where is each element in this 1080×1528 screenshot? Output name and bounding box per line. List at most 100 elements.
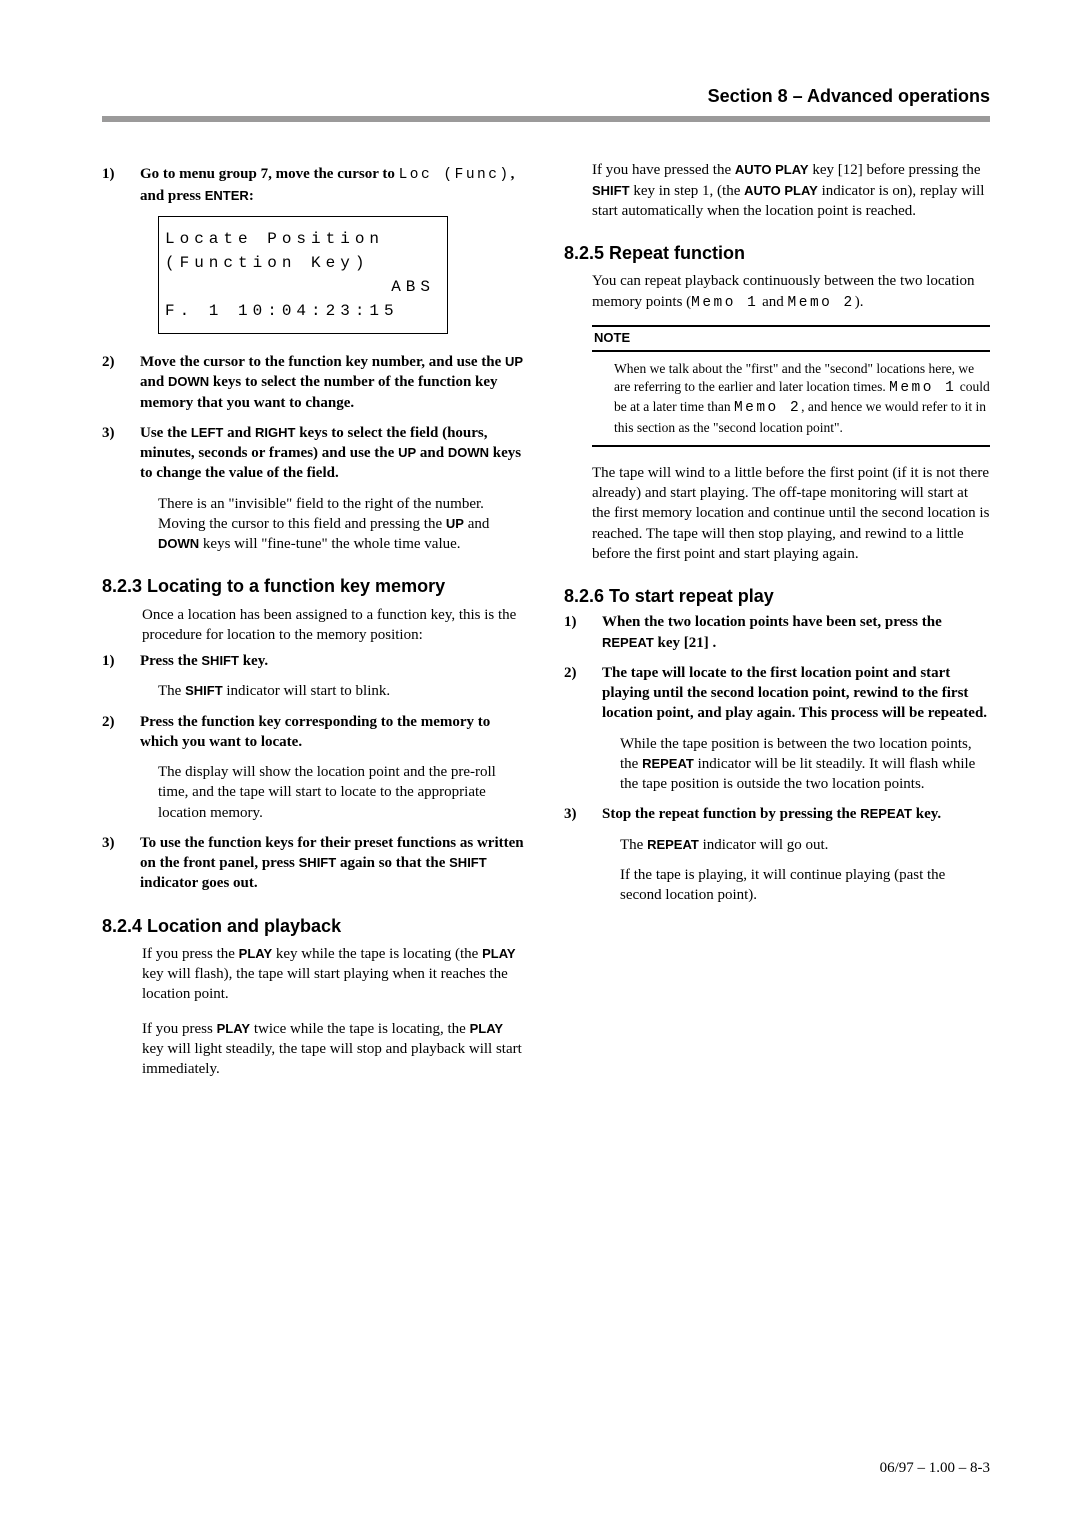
note-block: NOTE When we talk about the "first" and … <box>592 325 990 447</box>
left-column: 1) Go to menu group 7, move the cursor t… <box>102 160 528 1085</box>
code: Memo 2 <box>734 400 801 416</box>
item-number: 2) <box>102 352 126 413</box>
list-item: 3) Stop the repeat function by pressing … <box>564 804 990 824</box>
item-text: Use the LEFT and RIGHT keys to select th… <box>140 423 528 484</box>
code: Memo 2 <box>788 295 855 311</box>
sub-note: The REPEAT indicator will go out. <box>620 835 990 855</box>
heading-823: 8.2.3 Locating to a function key memory <box>102 574 528 598</box>
key-label: ENTER <box>205 188 249 203</box>
key-label: PLAY <box>239 946 272 961</box>
lcd-line: ABS <box>165 275 435 299</box>
text: indicator will go out. <box>699 837 829 853</box>
text: key. <box>239 653 268 669</box>
sub-note: There is an "invisible" field to the rig… <box>158 494 528 555</box>
item-text: Press the function key corresponding to … <box>140 712 528 753</box>
item-text: To use the function keys for their prese… <box>140 833 528 894</box>
item-number: 1) <box>102 164 126 206</box>
note-body: When we talk about the "first" and the "… <box>592 352 990 446</box>
text: When the two location points have been s… <box>602 614 942 630</box>
code: Memo 1 <box>691 295 758 311</box>
key-label: REPEAT <box>642 756 694 771</box>
lcd-display: Locate Position (Function Key) ABS F. 1 … <box>158 216 448 334</box>
key-label: DOWN <box>168 374 209 389</box>
sub-note: While the tape position is between the t… <box>620 734 990 795</box>
text: and <box>416 445 448 461</box>
text: twice while the tape is locating, the <box>250 1021 470 1037</box>
text: Move the cursor to the function key numb… <box>140 354 505 370</box>
columns: 1) Go to menu group 7, move the cursor t… <box>102 160 990 1085</box>
list-item: 2) Press the function key corresponding … <box>102 712 528 753</box>
item-text: Go to menu group 7, move the cursor to L… <box>140 164 528 206</box>
key-label: REPEAT <box>647 837 699 852</box>
item-text: The tape will locate to the first locati… <box>602 663 990 724</box>
text: key [12] before pressing the <box>809 162 981 178</box>
text: key while the tape is locating (the <box>272 946 482 962</box>
key-label: UP <box>398 445 416 460</box>
text: keys will "fine-tune" the whole time val… <box>199 536 460 552</box>
lcd-line: Locate Position <box>165 227 435 251</box>
text: and <box>464 516 489 532</box>
text: and <box>758 294 787 310</box>
list-item: 1) Press the SHIFT key. <box>102 651 528 671</box>
key-label: DOWN <box>448 445 489 460</box>
text: indicator goes out. <box>140 875 258 891</box>
key-label: UP <box>446 516 464 531</box>
list-item: 1) Go to menu group 7, move the cursor t… <box>102 164 528 206</box>
text: key in step 1, (the <box>630 183 745 199</box>
key-label: PLAY <box>217 1021 250 1036</box>
text: The <box>620 837 647 853</box>
text: Press the <box>140 653 201 669</box>
sub-note: The SHIFT indicator will start to blink. <box>158 681 528 701</box>
item-number: 2) <box>564 663 588 724</box>
list-item: 2) Move the cursor to the function key n… <box>102 352 528 413</box>
rule <box>592 445 990 447</box>
text: key. <box>912 806 941 822</box>
header-rule <box>102 116 990 122</box>
list-item: 3) To use the function keys for their pr… <box>102 833 528 894</box>
paragraph: You can repeat playback continuously bet… <box>592 271 990 313</box>
item-number: 1) <box>102 651 126 671</box>
text: again so that the <box>336 855 449 871</box>
key-label: REPEAT <box>860 806 912 821</box>
code: Memo 1 <box>889 380 956 396</box>
text: There is an "invisible" field to the rig… <box>158 496 484 532</box>
sub-note: The display will show the location point… <box>158 762 528 823</box>
text: key [21] . <box>654 635 717 651</box>
key-label: AUTO PLAY <box>735 162 809 177</box>
text: : <box>249 188 254 204</box>
list-item: 3) Use the LEFT and RIGHT keys to select… <box>102 423 528 484</box>
key-label: PLAY <box>470 1021 503 1036</box>
page: Section 8 – Advanced operations 1) Go to… <box>0 0 1080 1528</box>
code: Loc (Func) <box>399 167 511 183</box>
text: If you press <box>142 1021 217 1037</box>
key-label: SHIFT <box>592 183 630 198</box>
key-label: UP <box>505 354 523 369</box>
key-label: AUTO PLAY <box>744 183 818 198</box>
item-text: Press the SHIFT key. <box>140 651 528 671</box>
item-number: 2) <box>102 712 126 753</box>
text: and <box>223 425 255 441</box>
note-label: NOTE <box>592 327 990 350</box>
text: If you press the <box>142 946 239 962</box>
text: Use the <box>140 425 191 441</box>
paragraph: The tape will wind to a little before th… <box>592 463 990 564</box>
page-footer: 06/97 – 1.00 – 8-3 <box>880 1458 990 1478</box>
item-number: 3) <box>102 833 126 894</box>
key-label: RIGHT <box>255 425 295 440</box>
heading-826: 8.2.6 To start repeat play <box>564 584 990 608</box>
item-text: Move the cursor to the function key numb… <box>140 352 528 413</box>
key-label: PLAY <box>482 946 515 961</box>
lcd-line: (Function Key) <box>165 251 435 275</box>
key-label: SHIFT <box>185 683 223 698</box>
text: and <box>140 374 168 390</box>
text: The <box>158 683 185 699</box>
list-item: 1) When the two location points have bee… <box>564 612 990 653</box>
text: Stop the repeat function by pressing the <box>602 806 860 822</box>
sub-note: If the tape is playing, it will continue… <box>620 865 990 906</box>
key-label: LEFT <box>191 425 224 440</box>
paragraph: If you have pressed the AUTO PLAY key [1… <box>592 160 990 221</box>
text: ). <box>855 294 864 310</box>
paragraph: Once a location has been assigned to a f… <box>142 605 528 646</box>
text: key will light steadily, the tape will s… <box>142 1041 522 1077</box>
text: If you have pressed the <box>592 162 735 178</box>
